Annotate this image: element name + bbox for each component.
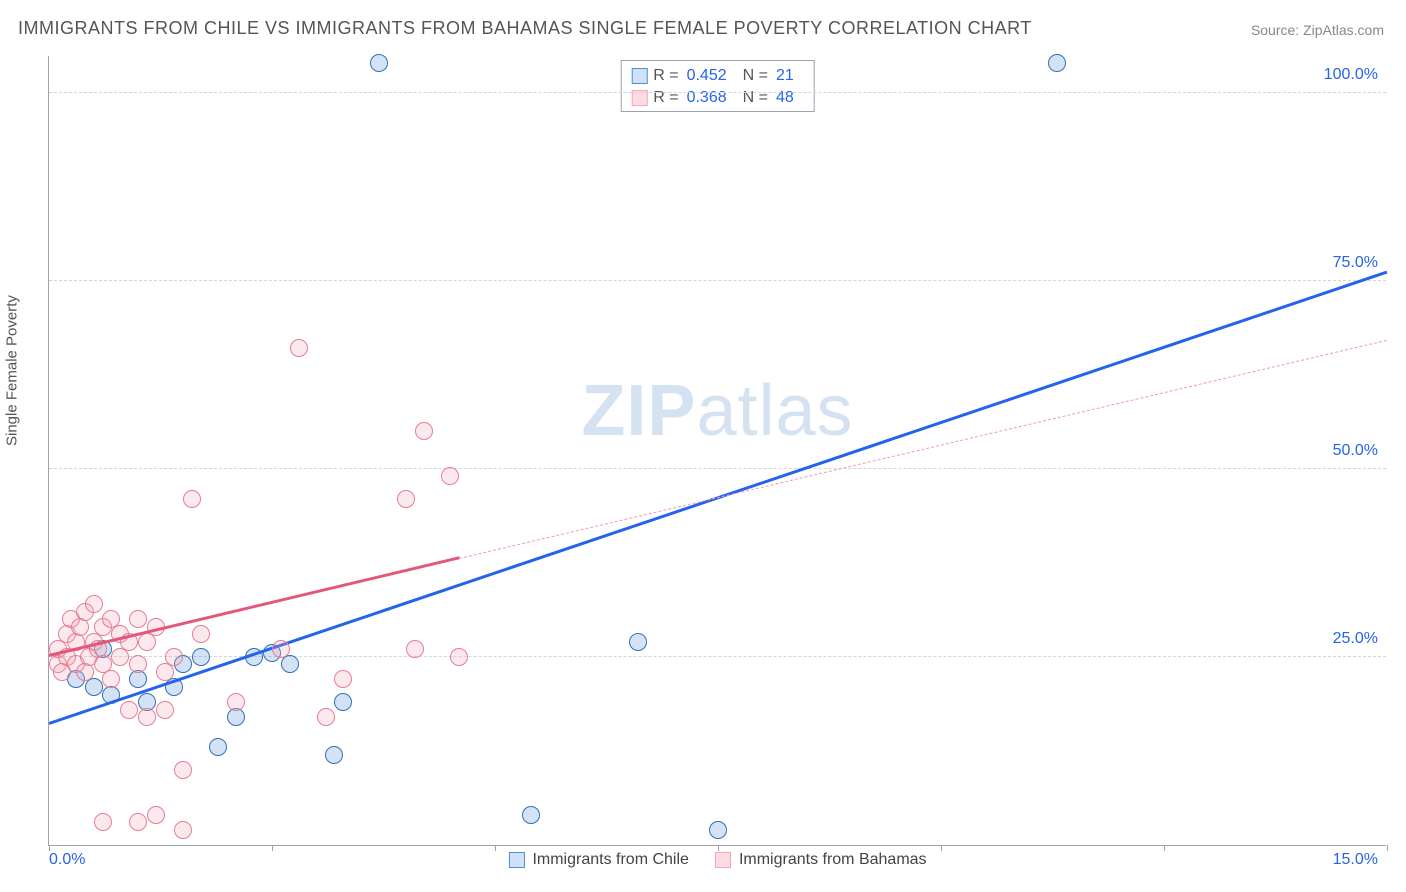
legend-swatch-chile	[631, 68, 647, 84]
x-axis-start-label: 0.0%	[49, 851, 85, 869]
scatter-point-bahamas	[334, 670, 352, 688]
scatter-point-bahamas	[138, 708, 156, 726]
trend-line	[459, 340, 1387, 559]
scatter-point-bahamas	[450, 648, 468, 666]
scatter-point-bahamas	[227, 693, 245, 711]
legend-row-bahamas: R = 0.368 N = 48	[631, 87, 804, 109]
legend-swatch-icon	[508, 852, 524, 868]
scatter-point-bahamas	[441, 467, 459, 485]
scatter-point-bahamas	[85, 595, 103, 613]
scatter-point-bahamas	[147, 806, 165, 824]
chart-title: IMMIGRANTS FROM CHILE VS IMMIGRANTS FROM…	[18, 18, 1032, 39]
scatter-point-bahamas	[272, 640, 290, 658]
scatter-point-bahamas	[129, 813, 147, 831]
y-axis-label: Single Female Poverty	[4, 295, 21, 446]
scatter-point-bahamas	[397, 490, 415, 508]
gridline	[49, 92, 1386, 93]
scatter-point-bahamas	[129, 655, 147, 673]
x-tick-mark	[1387, 845, 1388, 851]
series-legend: Immigrants from Chile Immigrants from Ba…	[508, 851, 926, 869]
scatter-point-bahamas	[290, 339, 308, 357]
scatter-point-chile	[1048, 54, 1066, 72]
scatter-point-bahamas	[120, 701, 138, 719]
legend-item-chile: Immigrants from Chile	[508, 851, 688, 869]
scatter-point-chile	[85, 678, 103, 696]
scatter-point-bahamas	[317, 708, 335, 726]
correlation-legend: R = 0.452 N = 21 R = 0.368 N = 48	[620, 60, 815, 112]
chart-plot-area: ZIPatlas R = 0.452 N = 21 R = 0.368 N = …	[48, 56, 1386, 846]
scatter-point-chile	[209, 738, 227, 756]
legend-row-chile: R = 0.452 N = 21	[631, 65, 804, 87]
scatter-point-chile	[370, 54, 388, 72]
scatter-point-bahamas	[94, 813, 112, 831]
x-tick-mark	[718, 845, 719, 851]
y-tick-label: 25.0%	[1333, 630, 1378, 648]
scatter-point-bahamas	[183, 490, 201, 508]
scatter-point-bahamas	[174, 761, 192, 779]
scatter-point-chile	[281, 655, 299, 673]
y-tick-label: 100.0%	[1324, 66, 1378, 84]
scatter-point-chile	[709, 821, 727, 839]
legend-item-bahamas: Immigrants from Bahamas	[715, 851, 927, 869]
source-attribution: Source: ZipAtlas.com	[1251, 22, 1384, 38]
x-tick-mark	[49, 845, 50, 851]
scatter-point-bahamas	[406, 640, 424, 658]
scatter-point-bahamas	[129, 610, 147, 628]
x-tick-mark	[941, 845, 942, 851]
scatter-point-bahamas	[156, 701, 174, 719]
scatter-point-bahamas	[174, 821, 192, 839]
scatter-point-chile	[522, 806, 540, 824]
scatter-point-chile	[334, 693, 352, 711]
scatter-point-chile	[325, 746, 343, 764]
scatter-point-chile	[629, 633, 647, 651]
gridline	[49, 280, 1386, 281]
scatter-point-bahamas	[415, 422, 433, 440]
y-tick-label: 75.0%	[1333, 254, 1378, 272]
x-tick-mark	[495, 845, 496, 851]
scatter-point-bahamas	[102, 670, 120, 688]
scatter-point-chile	[192, 648, 210, 666]
x-tick-mark	[1164, 845, 1165, 851]
x-tick-mark	[272, 845, 273, 851]
x-axis-end-label: 15.0%	[1333, 851, 1378, 869]
scatter-point-bahamas	[192, 625, 210, 643]
watermark: ZIPatlas	[581, 370, 853, 452]
gridline	[49, 468, 1386, 469]
legend-swatch-icon	[715, 852, 731, 868]
y-tick-label: 50.0%	[1333, 442, 1378, 460]
scatter-point-bahamas	[165, 648, 183, 666]
